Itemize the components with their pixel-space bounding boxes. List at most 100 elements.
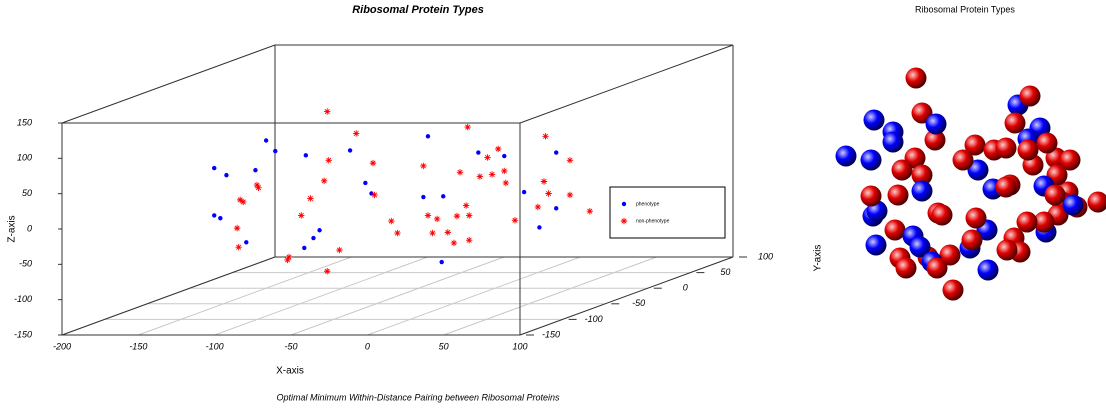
point [394, 229, 401, 237]
y-tick-label: -50 [632, 298, 645, 308]
y-tick-label: 50 [720, 267, 730, 277]
point [554, 206, 559, 211]
point [441, 194, 446, 199]
sphere [1016, 211, 1038, 233]
sphere [964, 134, 986, 156]
point [273, 148, 278, 154]
point [420, 162, 427, 170]
point [324, 108, 331, 115]
sphere [909, 236, 931, 258]
point [336, 246, 343, 254]
point [347, 148, 353, 153]
y-axis-label: Y-axis [813, 245, 824, 272]
point [521, 189, 527, 195]
point [353, 130, 360, 137]
point [320, 177, 328, 184]
point [488, 171, 496, 178]
point [502, 179, 510, 187]
point [429, 229, 436, 237]
point [465, 212, 473, 219]
z-tick-label: -100 [14, 294, 32, 304]
x-tick-label: 100 [512, 341, 527, 351]
chart-title: Ribosomal Protein Types [352, 4, 484, 16]
point [388, 217, 395, 225]
sphere [952, 149, 974, 171]
point [456, 169, 464, 176]
sphere [926, 257, 948, 279]
point [235, 244, 242, 251]
grid-line [443, 256, 657, 336]
sphere [860, 185, 882, 207]
z-axis-label: Z-axis [7, 215, 18, 242]
point [317, 228, 322, 233]
point [224, 172, 229, 178]
point [303, 153, 309, 158]
point [311, 235, 316, 241]
point [586, 207, 593, 215]
point [484, 154, 491, 161]
sphere [863, 109, 885, 131]
grid-line [367, 256, 581, 336]
sphere [1033, 211, 1055, 233]
point [444, 229, 452, 236]
point [307, 195, 314, 202]
legend-marker [621, 201, 627, 207]
grid-line [138, 256, 352, 336]
x-tick-label: 50 [439, 341, 449, 351]
point [545, 190, 552, 197]
point [240, 198, 247, 206]
point [566, 191, 574, 199]
sphere [925, 113, 947, 135]
point [212, 165, 217, 171]
point [534, 203, 542, 211]
sphere [884, 219, 906, 241]
point [371, 191, 378, 199]
grid-line [214, 256, 428, 336]
point [450, 239, 458, 247]
sphere [1062, 194, 1084, 216]
x-tick-label: -200 [53, 341, 71, 351]
sphere [1017, 139, 1039, 161]
point [363, 180, 368, 186]
legend-marker [620, 217, 628, 225]
point [566, 157, 574, 164]
sphere [1087, 191, 1106, 213]
sphere [995, 176, 1017, 198]
x-axis-label: X-axis [276, 366, 304, 377]
point [253, 167, 258, 173]
sphere [1019, 85, 1041, 107]
sphere [865, 234, 887, 256]
x-tick-label: -150 [129, 341, 147, 351]
box-edge [61, 44, 276, 124]
point [554, 150, 559, 155]
legend-box [609, 186, 726, 239]
z-tick-label: 100 [17, 153, 32, 163]
sphere [887, 184, 909, 206]
chart-title: Ribosomal Protein Types [915, 4, 1015, 14]
sphere [905, 67, 927, 89]
y-tick-label: 0 [683, 283, 688, 293]
point [324, 268, 331, 275]
sphere [1059, 149, 1081, 171]
y-tick-label: -150 [542, 329, 560, 339]
point [425, 134, 431, 139]
point [542, 133, 549, 140]
z-tick-label: -150 [14, 329, 32, 339]
point [421, 194, 426, 200]
sphere [942, 279, 964, 301]
point [476, 173, 484, 180]
point [244, 240, 249, 245]
point [465, 236, 473, 244]
sphere [965, 207, 987, 229]
grid-line [290, 256, 505, 336]
sphere [1044, 184, 1066, 206]
point [369, 159, 377, 167]
point [511, 217, 519, 224]
point [284, 256, 291, 264]
sphere [996, 239, 1018, 261]
point [439, 259, 444, 265]
x-tick-label: 0 [365, 341, 370, 351]
sphere [939, 244, 961, 266]
sphere [977, 259, 999, 281]
sphere [891, 159, 913, 181]
